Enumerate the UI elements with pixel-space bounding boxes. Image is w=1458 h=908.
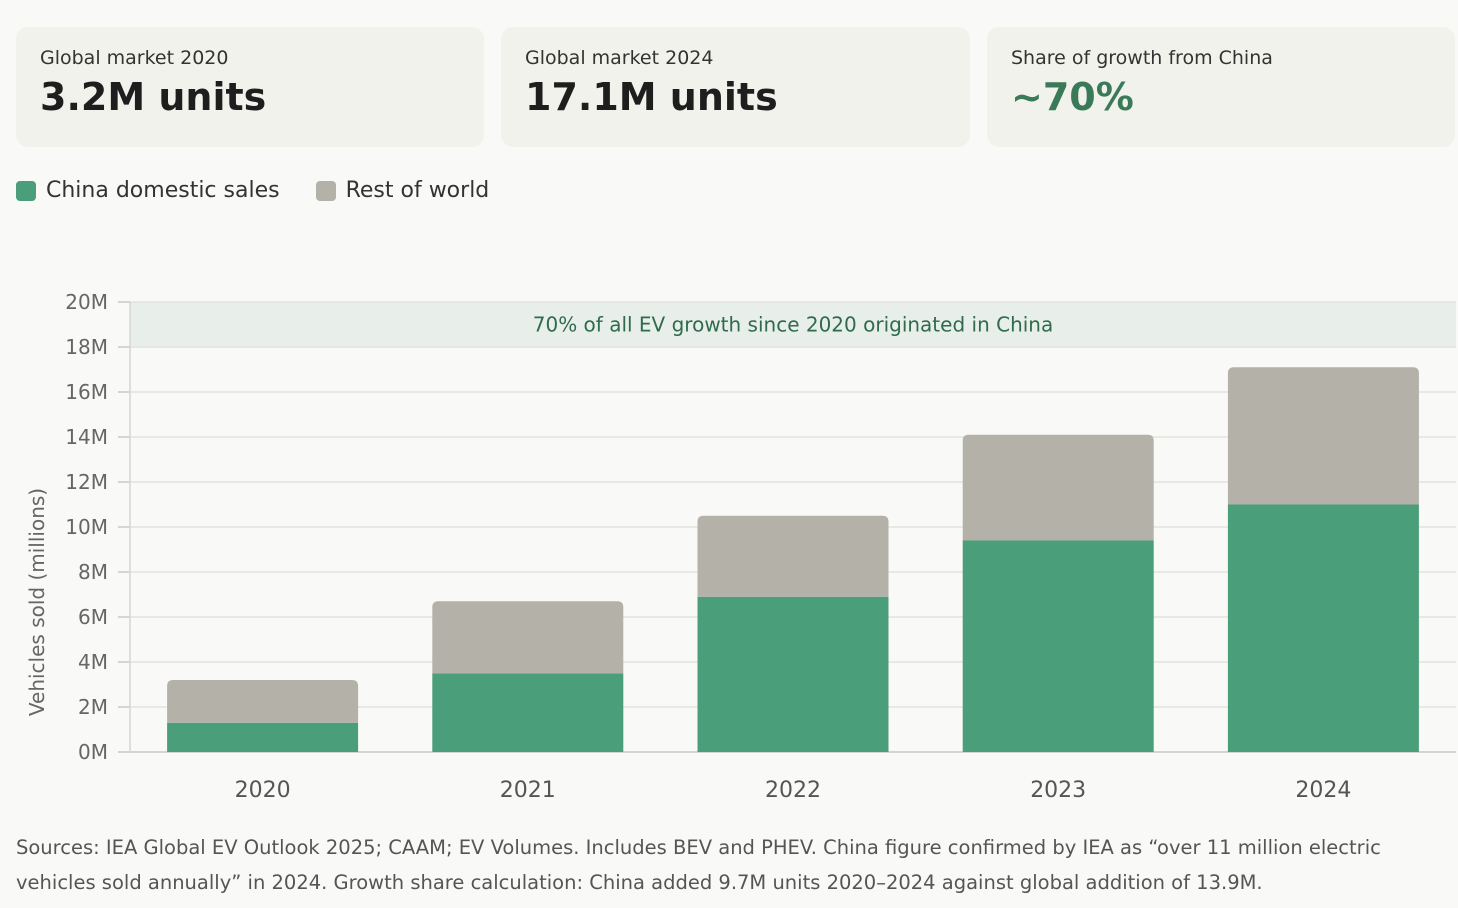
y-tick-label: 4M [78,650,108,674]
stat-card-china-share: Share of growth from China ~70% [987,27,1455,147]
stat-label: Global market 2024 [525,47,714,69]
stat-label: Global market 2020 [40,47,229,69]
y-tick-label: 12M [65,470,108,494]
legend-item-rest[interactable]: Rest of world [315,178,490,203]
bar-rest-2020 [167,680,359,723]
bar-china-2020 [167,722,359,752]
y-tick-label: 16M [65,380,108,404]
x-tick-label: 2020 [235,778,291,803]
y-tick-label: 6M [78,605,108,629]
legend-swatch-china [16,180,36,201]
bar-rest-2021 [432,601,624,674]
stat-value: 17.1M units [525,75,778,119]
x-tick-label: 2021 [500,778,556,803]
bar-china-2022 [697,596,889,752]
legend-label-rest: Rest of world [345,178,490,203]
x-tick-label: 2023 [1030,778,1086,803]
bar-china-2023 [962,540,1154,752]
y-tick-label: 2M [78,695,108,719]
y-tick-label: 20M [65,290,108,314]
y-tick-label: 18M [65,335,108,359]
bar-rest-2024 [1227,367,1419,505]
legend-label-china: China domestic sales [46,178,280,203]
x-tick-label: 2022 [765,778,821,803]
bar-rest-2022 [697,515,889,597]
bar-china-2021 [432,673,624,752]
annotation-text: 70% of all EV growth since 2020 originat… [533,313,1053,337]
stat-value: 3.2M units [40,75,267,119]
y-tick-label: 0M [78,740,108,764]
y-tick-label: 8M [78,560,108,584]
bar-rest-2023 [962,434,1154,541]
chart-legend: China domestic sales Rest of world [16,178,525,203]
y-tick-label: 10M [65,515,108,539]
stat-card-2020: Global market 2020 3.2M units [16,27,484,147]
stat-card-2024: Global market 2024 17.1M units [501,27,970,147]
annotation-band [130,302,1456,347]
x-tick-label: 2024 [1295,778,1351,803]
legend-item-china[interactable]: China domestic sales [16,178,280,203]
y-axis-label: Vehicles sold (millions) [25,488,49,716]
y-tick-label: 14M [65,425,108,449]
stat-value: ~70% [1011,75,1134,119]
bar-china-2024 [1227,504,1419,752]
stacked-bar-chart: 0M 2M 4M 6M 8M 10M 12M 14M 16M 18M 20M 70% of all E… [25,290,1456,803]
stat-label: Share of growth from China [1011,47,1273,69]
sources-note: Sources: IEA Global EV Outlook 2025; CAA… [16,836,1381,894]
legend-swatch-rest [315,180,336,201]
